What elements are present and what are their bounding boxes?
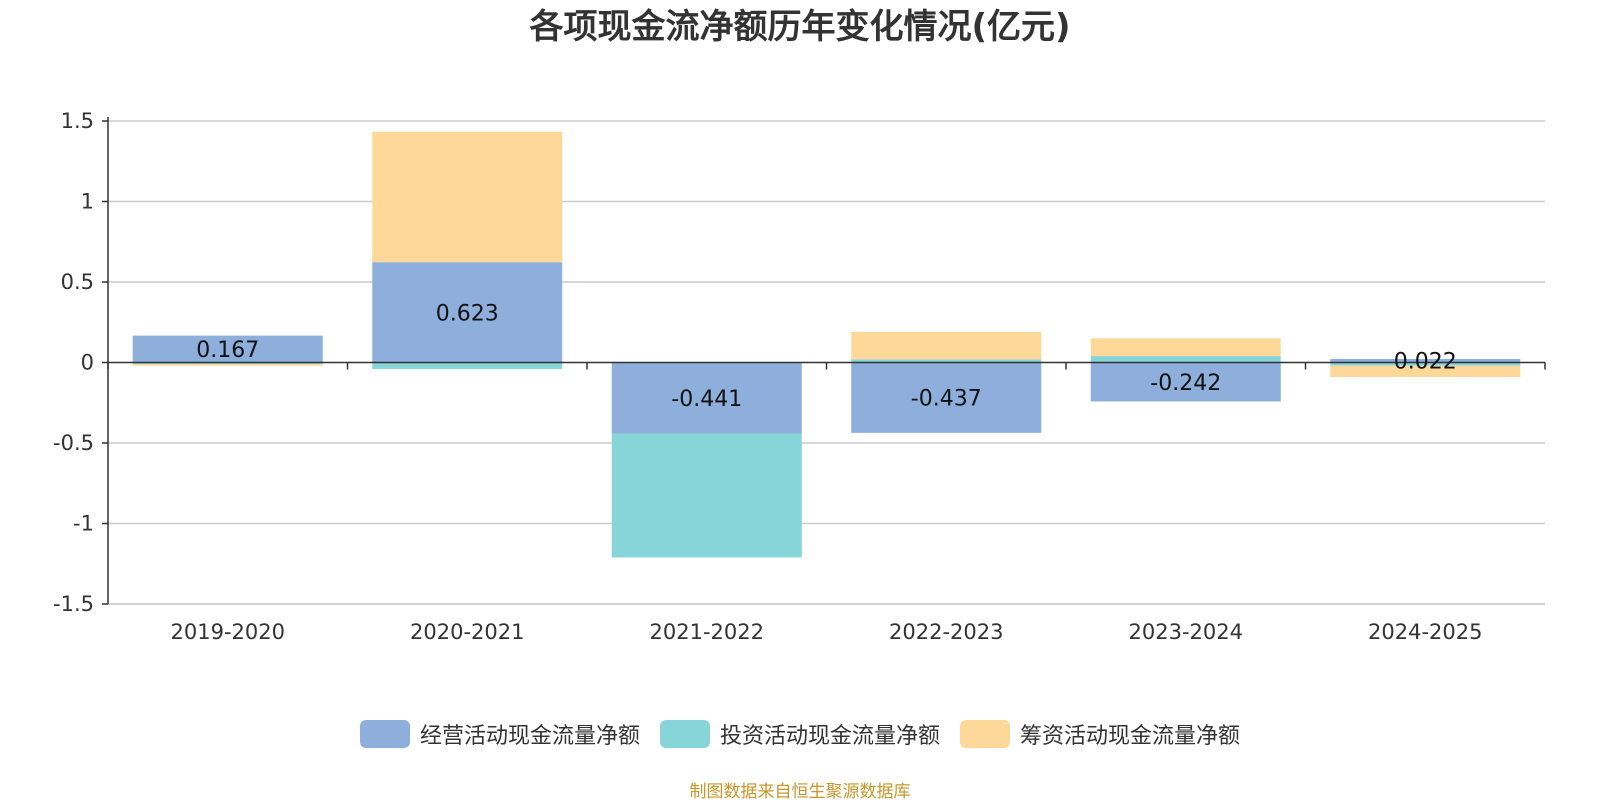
legend-item-operating[interactable]: 经营活动现金流量净额: [359, 718, 640, 750]
legend-label-investing: 投资活动现金流量净额: [719, 724, 940, 749]
bar-investing[interactable]: [851, 359, 1042, 363]
legend-label-operating: 经营活动现金流量净额: [419, 724, 640, 749]
bar-operating[interactable]: [372, 262, 563, 363]
data-label: -0.437: [911, 387, 982, 412]
bar-financing[interactable]: [1090, 338, 1281, 357]
data-label: 0.022: [1394, 350, 1457, 375]
labels: 1.5 1 0.5 0 -0.5 -1 -1.5 0.167 2019-2020 0.623 202…: [53, 109, 1482, 644]
bar-investing[interactable]: [1090, 356, 1281, 363]
bar-financing[interactable]: [372, 131, 563, 263]
legend-swatch-operating: [359, 720, 410, 748]
data-label: 0.167: [196, 338, 259, 363]
bar-investing[interactable]: [611, 433, 802, 558]
bar-operating[interactable]: [851, 362, 1042, 433]
source-note: 制图数据来自恒生聚源数据库: [689, 782, 911, 802]
legend-item-investing[interactable]: 投资活动现金流量净额: [659, 718, 940, 750]
legend-swatch-investing: [659, 720, 710, 748]
x-tick-label: 2023-2024: [1129, 620, 1243, 644]
y-tick-label: -1.5: [53, 592, 94, 616]
data-label: 0.623: [436, 301, 499, 326]
x-tick-label: 2024-2025: [1368, 620, 1482, 644]
x-tick-label: 2020-2021: [410, 620, 524, 644]
y-tick-label: 1.5: [61, 109, 94, 133]
grid-lines: [108, 120, 1545, 605]
bar-operating[interactable]: [611, 362, 802, 434]
chart-title: 各项现金流净额历年变化情况(亿元): [529, 7, 1071, 47]
bar-investing[interactable]: [372, 362, 563, 369]
legend-swatch-financing: [960, 720, 1010, 748]
y-tick-label: 0.5: [61, 270, 94, 294]
bar-operating[interactable]: [132, 335, 323, 363]
data-label: -0.242: [1150, 371, 1221, 396]
bar-operating[interactable]: [1090, 362, 1281, 402]
y-tick-label: 0: [81, 351, 94, 375]
axes: [102, 117, 1546, 605]
x-tick-label: 2019-2020: [171, 620, 285, 644]
bar-financing[interactable]: [851, 331, 1042, 360]
x-tick-label: 2022-2023: [889, 620, 1003, 644]
legend: 经营活动现金流量净额 投资活动现金流量净额 筹资活动现金流量净额: [0, 718, 1600, 750]
y-tick-label: -1: [73, 512, 94, 536]
legend-item-financing[interactable]: 筹资活动现金流量净额: [960, 718, 1240, 750]
y-tick-label: -0.5: [53, 431, 94, 455]
y-tick-label: 1: [81, 190, 94, 214]
legend-label-financing: 筹资活动现金流量净额: [1020, 724, 1241, 749]
bar-investing[interactable]: [132, 362, 323, 365]
data-label: -0.441: [671, 387, 742, 412]
bars: [132, 131, 1521, 558]
bar-financing[interactable]: [1330, 365, 1521, 377]
x-tick-label: 2021-2022: [650, 620, 764, 644]
bar-investing[interactable]: [1330, 362, 1521, 366]
bar-financing[interactable]: [132, 364, 323, 366]
bar-operating[interactable]: [1330, 358, 1521, 363]
